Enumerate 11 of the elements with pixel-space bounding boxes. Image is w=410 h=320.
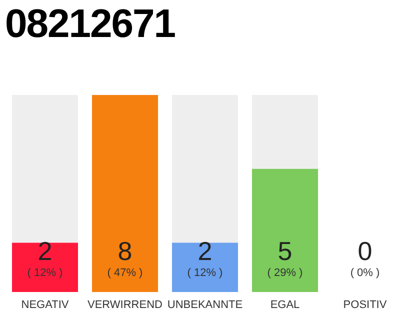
x-tick-label: EGAL: [270, 298, 300, 311]
x-tick-label: UNBEKANNTE: [167, 298, 243, 311]
data-label: 2 ( 12% ): [26, 236, 64, 281]
data-label: 0 ( 0% ): [349, 236, 381, 281]
x-tick-label: POSITIV: [343, 298, 388, 311]
x-tick-label: VERWIRREND: [88, 298, 163, 311]
chart-title: 08212671: [5, 1, 175, 48]
data-label: 5 ( 29% ): [266, 236, 304, 281]
data-label: 2 ( 12% ): [186, 236, 224, 281]
data-label: 8 ( 47% ): [106, 236, 144, 281]
x-tick-label: NEGATIV: [21, 298, 70, 311]
